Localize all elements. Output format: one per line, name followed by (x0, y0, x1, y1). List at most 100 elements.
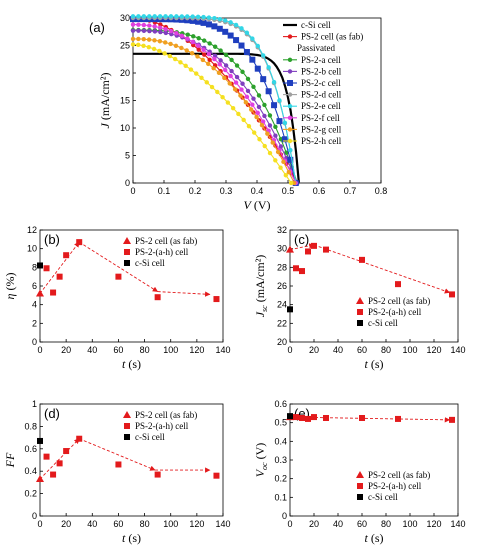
passivated-point (293, 414, 299, 421)
x-tick-label: 80 (140, 519, 150, 529)
y-tick-label: 24 (277, 300, 287, 310)
scatter-chart-b: 0 20 40 60 80 100 120 140 0 2 4 6 8 10 12 t (s) η (%) (b)… (3, 225, 231, 371)
passivated-point (76, 435, 83, 442)
jv-data-point (178, 60, 183, 65)
legend-marker (287, 34, 293, 39)
trend-arrow (78, 241, 159, 292)
legend-entry: PS-2-(a-h) cell (135, 421, 189, 431)
jv-data-point (195, 18, 202, 25)
x-tick-label: 100 (402, 519, 417, 529)
x-tick-label: 80 (140, 345, 150, 355)
x-tick-label: 60 (357, 519, 367, 529)
legend-entry: PS-2-a cell (301, 55, 341, 65)
jv-data-point (266, 65, 271, 70)
jv-data-point (288, 180, 294, 186)
passivated-point (305, 415, 311, 422)
jv-data-point (233, 22, 239, 28)
csi-point (37, 437, 43, 444)
jv-data-point (245, 88, 251, 94)
x-axis-label: t (s) (122, 357, 141, 371)
jv-data-point (206, 61, 211, 67)
jv-data-point (260, 76, 267, 83)
passivated-point (115, 273, 122, 280)
jv-data-point (147, 14, 152, 19)
trend-arrow (313, 244, 451, 294)
trend-arrow (39, 438, 80, 480)
jv-data-point (136, 14, 141, 19)
x-tick-label: 140 (215, 345, 230, 355)
legend-entry: PS-2 cell (as fab) (368, 470, 430, 480)
jv-data-point (223, 67, 228, 73)
as-fab-point (36, 475, 44, 483)
jv-data-point (136, 42, 141, 48)
x-axis-label: t (s) (364, 531, 383, 545)
legend-entry: PS-2 cell (as fab) (368, 296, 430, 306)
jv-data-point (262, 113, 267, 119)
legend-entry: PS-2-f cell (301, 113, 340, 123)
jv-data-point (234, 74, 240, 80)
as-fab-point (286, 245, 294, 253)
y-tick-label: 0.5 (274, 418, 287, 428)
jv-data-point (281, 159, 286, 165)
x-axis-unit: (s) (125, 357, 141, 371)
jv-data-point (230, 105, 236, 111)
y-axis-label: Voc (V) (253, 443, 269, 478)
y-tick-label: 1 (32, 399, 37, 409)
y-tick-label: 10 (27, 244, 37, 254)
x-tick-label: 100 (402, 345, 417, 355)
jv-data-point (141, 43, 146, 48)
passivated-point (56, 273, 63, 280)
jv-data-point (141, 28, 147, 33)
x-tick-label: 20 (309, 345, 319, 355)
legend-marker (287, 115, 293, 121)
jv-data-point (207, 41, 212, 46)
passivated-point (50, 289, 57, 296)
jv-data-point (130, 36, 136, 42)
jv-data-point (152, 38, 157, 43)
x-axis-unit: (s) (368, 531, 384, 545)
y-axis-subscript: oc (260, 462, 269, 470)
jv-data-point (243, 49, 250, 56)
y-tick-label: 4 (32, 300, 37, 310)
jv-data-point (243, 100, 249, 105)
passivated-point (449, 416, 455, 423)
legend-subheading: Passivated (297, 43, 335, 53)
x-tick-label: 80 (381, 345, 391, 355)
legend-marker (124, 260, 130, 266)
x-axis-unit: (s) (368, 357, 384, 371)
jv-data-point (190, 39, 195, 45)
jv-data-point (249, 56, 256, 63)
jv-data-point (136, 36, 141, 42)
x-tick-label: 100 (163, 345, 178, 355)
jv-data-point (146, 37, 152, 42)
jv-data-point (218, 48, 223, 53)
jv-data-point (240, 81, 245, 86)
jv-data-point (207, 57, 212, 63)
legend-entry: PS-2-(a-h) cell (368, 307, 422, 317)
jv-data-point (163, 26, 168, 32)
legend-entry: PS-2 cell (as fab) (135, 410, 197, 420)
x-tick-label: 100 (163, 519, 178, 529)
jv-data-point (281, 136, 288, 143)
passivated-point (50, 471, 57, 478)
jv-data-point (251, 84, 256, 89)
x-tick-label: 40 (87, 345, 97, 355)
jv-data-point (216, 70, 222, 76)
jv-data-point (174, 31, 179, 36)
x-tick-label: 0 (130, 186, 135, 196)
jv-data-point (152, 29, 158, 34)
legend-entry: PS-2 cell (as fab) (301, 32, 363, 42)
legend-entry: PS-2-h cell (301, 136, 342, 146)
jv-data-point (233, 37, 240, 44)
jv-data-point (206, 52, 212, 57)
x-tick-label: 0 (287, 519, 292, 529)
passivated-point (395, 415, 401, 422)
legend-entry: PS-2-d cell (301, 90, 342, 100)
jv-data-point (201, 47, 206, 52)
jv-data-point (233, 80, 239, 85)
passivated-point (154, 294, 161, 301)
jv-data-point (223, 52, 229, 58)
jv-data-point (262, 143, 267, 149)
x-tick-label: 120 (189, 519, 204, 529)
y-tick-label: 20 (277, 337, 287, 347)
